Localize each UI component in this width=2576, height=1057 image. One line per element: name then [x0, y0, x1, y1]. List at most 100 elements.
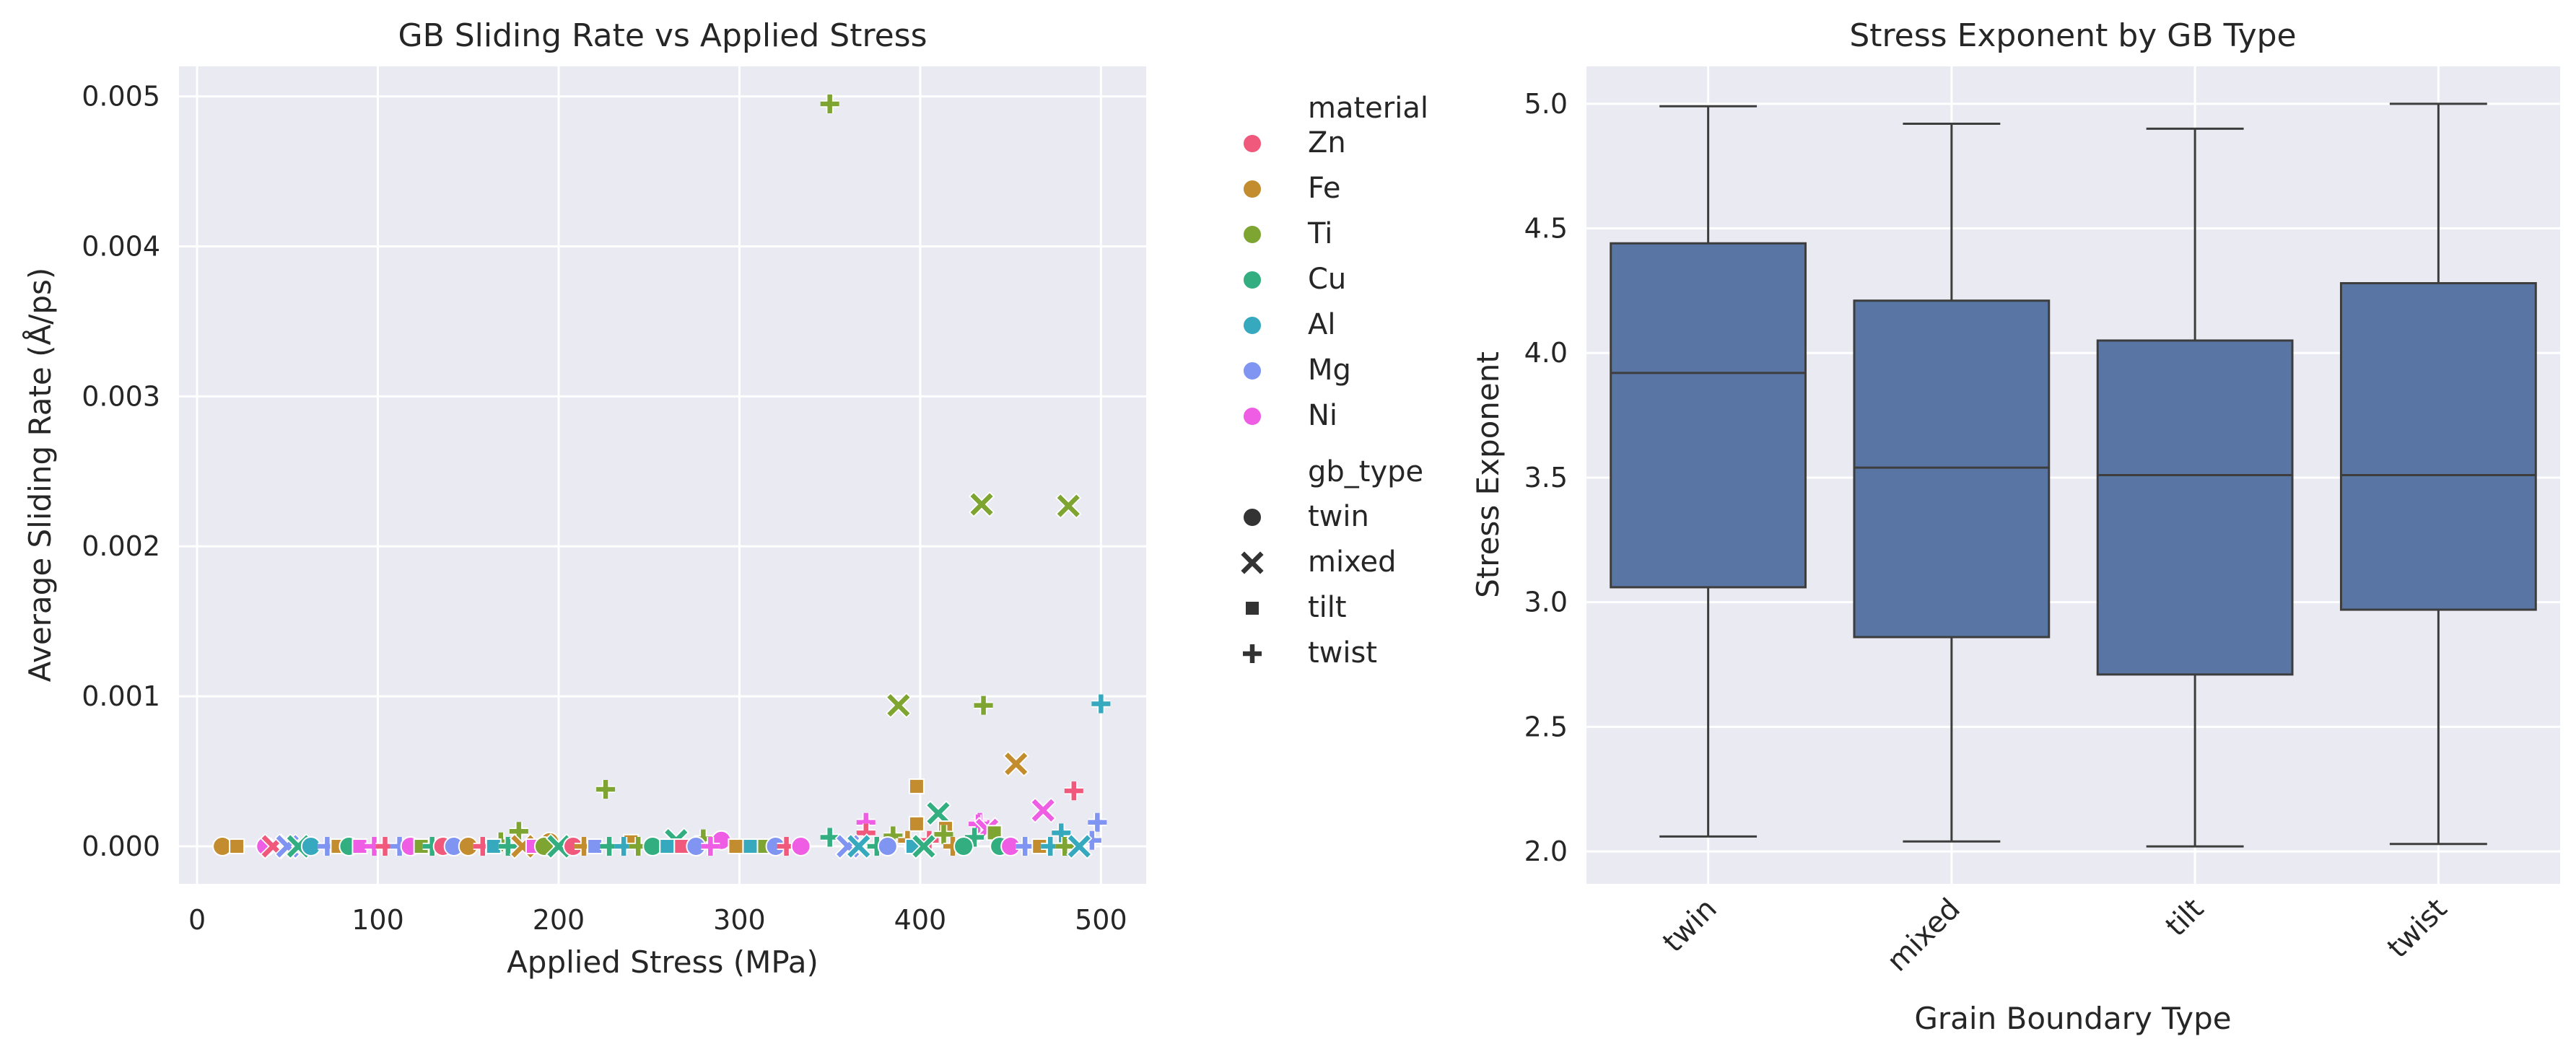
- legend: material Zn Fe Ti Cu Al Mg Ni gb_type twin mixe…: [1239, 92, 1428, 670]
- scatter-point: [1091, 694, 1111, 714]
- box-marks: [1610, 102, 2537, 848]
- legend-swatch-cu: [1242, 270, 1262, 290]
- scatter-point: [1088, 812, 1107, 832]
- scatter-point: [485, 838, 502, 855]
- scatter-x-tick-label: 100: [352, 904, 404, 936]
- box-panel: 2.0 2.5 3.0 3.5 4.0 4.5 5.0 twin mixed tilt twist…: [1470, 17, 2560, 1036]
- scatter-point: [1003, 750, 1029, 777]
- scatter-y-tick-label: 0.003: [82, 380, 160, 412]
- legend-hue-title: material: [1308, 92, 1428, 125]
- scatter-x-tick-label: 200: [533, 904, 585, 936]
- scatter-title: GB Sliding Rate vs Applied Stress: [398, 17, 927, 54]
- scatter-panel: 0 100 200 300 400 500 0.0000.0010.0020.0030.0…: [22, 17, 1146, 980]
- scatter-x-axis-label: Applied Stress (MPa): [507, 944, 818, 980]
- scatter-point: [498, 837, 518, 856]
- scatter-point: [596, 780, 616, 799]
- scatter-point: [790, 836, 811, 857]
- box-iqr: [2339, 282, 2537, 611]
- box-iqr: [2096, 339, 2294, 676]
- scatter-x-tick-label: 500: [1075, 904, 1127, 936]
- box-y-tick-label: 5.0: [1524, 88, 1568, 120]
- box-twist: [2339, 102, 2537, 846]
- box-mixed: [1853, 122, 2051, 843]
- legend-swatch-mg: [1242, 361, 1262, 381]
- box-x-ticks: twin mixed tilt twist: [1656, 892, 2453, 978]
- box-y-axis-label: Stress Exponent: [1470, 351, 1506, 598]
- box-x-tick-label: twist: [2381, 892, 2453, 965]
- legend-marker-twist: [1243, 644, 1262, 663]
- legend-marker-twin: [1242, 507, 1262, 527]
- box-y-tick-label: 4.5: [1524, 213, 1568, 245]
- legend-label-ti: Ti: [1307, 217, 1332, 250]
- scatter-y-tick-label: 0.002: [82, 530, 160, 562]
- legend-swatch-zn: [1242, 133, 1262, 154]
- box-iqr: [1853, 299, 2051, 639]
- scatter-x-tick-label: 400: [894, 904, 947, 936]
- scatter-y-tick-label: 0.005: [82, 81, 160, 113]
- scatter-point: [953, 836, 974, 857]
- box-x-axis-label: Grain Boundary Type: [1914, 1001, 2231, 1036]
- scatter-point: [1016, 837, 1035, 856]
- scatter-y-tick-label: 0.004: [82, 230, 160, 262]
- scatter-point: [1064, 781, 1083, 801]
- legend-style-title: gb_type: [1308, 455, 1423, 488]
- box-twin: [1610, 105, 1807, 838]
- scatter-point: [1052, 823, 1071, 843]
- scatter-point: [728, 838, 744, 855]
- box-x-tick-label: tilt: [2160, 892, 2210, 943]
- box-iqr: [1610, 242, 1807, 589]
- scatter-point: [934, 825, 953, 844]
- scatter-point: [300, 836, 321, 857]
- legend-label-ni: Ni: [1308, 399, 1337, 432]
- legend-label-mg: Mg: [1308, 354, 1351, 387]
- box-y-tick-label: 3.5: [1524, 462, 1568, 494]
- scatter-plot-area: [179, 66, 1146, 884]
- legend-style-entries: twin mixed tilt twist: [1239, 500, 1397, 670]
- scatter-point: [925, 800, 952, 827]
- scatter-point: [229, 838, 245, 855]
- legend-hue-entries: Zn Fe Ti Cu Al Mg Ni: [1242, 126, 1351, 432]
- legend-label-al: Al: [1308, 308, 1335, 341]
- scatter-point: [910, 833, 938, 860]
- legend-marker-tilt: [1244, 600, 1260, 616]
- scatter-point: [820, 94, 839, 113]
- scatter-point: [701, 837, 720, 856]
- scatter-point: [1030, 797, 1057, 824]
- scatter-point: [509, 822, 528, 841]
- scatter-x-tick-label: 300: [713, 904, 766, 936]
- legend-label-fe: Fe: [1308, 172, 1340, 205]
- legend-label-cu: Cu: [1308, 263, 1346, 296]
- scatter-point: [587, 838, 603, 855]
- scatter-point: [877, 836, 898, 857]
- box-x-tick-label: twin: [1656, 892, 1724, 960]
- scatter-point: [352, 838, 368, 855]
- scatter-x-ticks: 0 100 200 300 400 500: [188, 904, 1127, 936]
- scatter-point: [1066, 833, 1093, 860]
- box-y-tick-label: 2.0: [1524, 835, 1568, 867]
- scatter-y-axis-label: Average Sliding Rate (Å/ps): [22, 268, 58, 683]
- scatter-point: [974, 696, 993, 715]
- box-y-tick-label: 2.5: [1524, 711, 1568, 742]
- legend-swatch-fe: [1242, 179, 1262, 199]
- scatter-y-ticks: 0.000 0.001 0.002 0.003 0.004 0.005: [82, 81, 160, 862]
- scatter-points: [212, 94, 1111, 860]
- legend-marker-mixed: [1239, 549, 1266, 576]
- legend-label-twin: twin: [1308, 500, 1369, 533]
- legend-label-twist: twist: [1308, 636, 1377, 670]
- legend-label-mixed: mixed: [1308, 545, 1397, 579]
- legend-swatch-al: [1242, 315, 1262, 335]
- scatter-point: [965, 828, 984, 847]
- scatter-point: [742, 838, 759, 855]
- scatter-point: [845, 833, 872, 860]
- scatter-y-tick-label: 0.000: [82, 830, 160, 862]
- box-y-tick-label: 3.0: [1524, 587, 1568, 618]
- box-y-ticks: 2.0 2.5 3.0 3.5 4.0 4.5 5.0: [1524, 88, 1568, 867]
- legend-label-tilt: tilt: [1308, 591, 1347, 624]
- legend-swatch-ni: [1242, 406, 1262, 426]
- box-x-tick-label: mixed: [1881, 892, 1967, 978]
- scatter-point: [908, 815, 925, 832]
- scatter-point: [545, 833, 572, 860]
- scatter-point: [908, 778, 925, 794]
- legend-swatch-ti: [1242, 224, 1262, 245]
